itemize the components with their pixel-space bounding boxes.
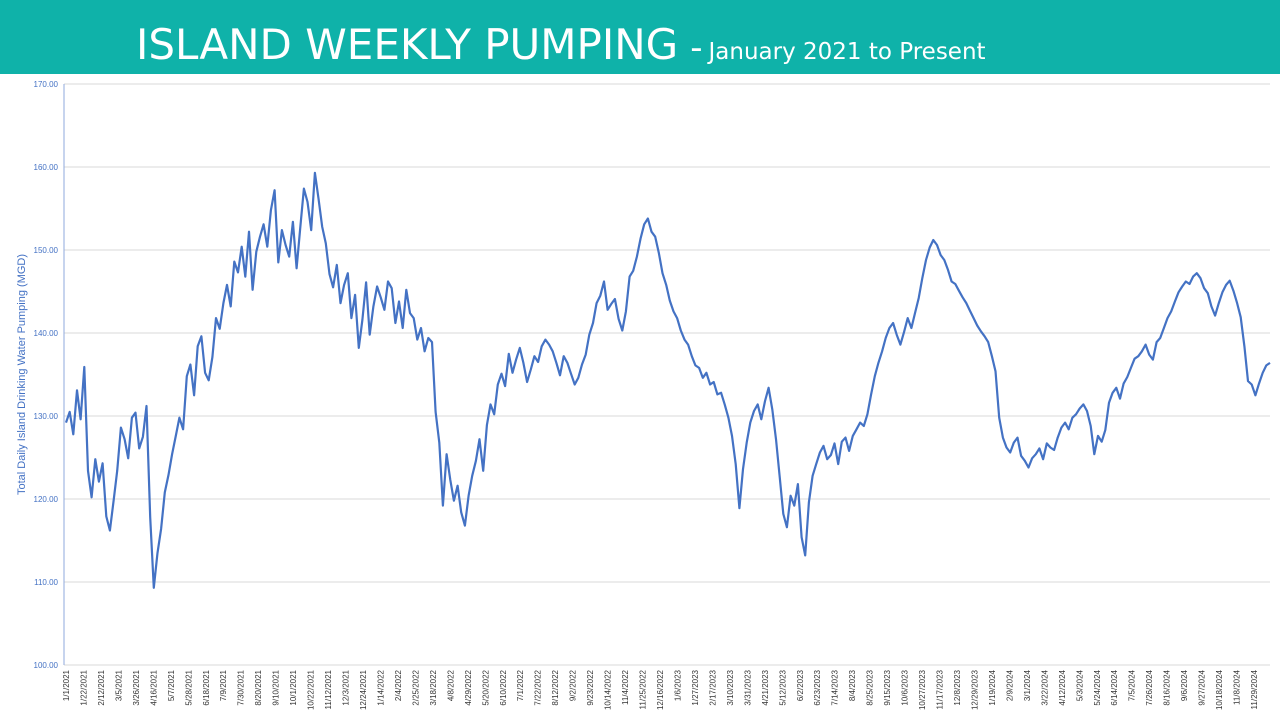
x-tick-label: 12/3/2021 bbox=[342, 669, 351, 705]
x-tick-label: 8/4/2023 bbox=[848, 669, 857, 701]
x-tick-label: 3/31/2023 bbox=[743, 669, 752, 705]
x-tick-label: 5/20/2022 bbox=[481, 669, 490, 705]
x-tick-label: 3/26/2021 bbox=[132, 669, 141, 705]
x-tick-label: 9/2/2022 bbox=[569, 669, 578, 701]
y-tick-labels: 100.00 110.00 120.00 130.00 140.00 150.00 160.… bbox=[34, 80, 59, 670]
x-tick-label: 3/5/2021 bbox=[114, 669, 123, 701]
y-tick-label: 120.00 bbox=[34, 495, 59, 504]
x-tick-label: 5/12/2023 bbox=[778, 669, 787, 705]
x-tick-label: 1/19/2024 bbox=[988, 669, 997, 705]
x-tick-label: 10/14/2022 bbox=[604, 669, 613, 710]
x-tick-label: 12/29/2023 bbox=[970, 669, 979, 710]
x-tick-label: 5/24/2024 bbox=[1093, 669, 1102, 705]
x-tick-label: 5/7/2021 bbox=[167, 669, 176, 701]
x-tick-label: 12/24/2021 bbox=[359, 669, 368, 710]
x-tick-label: 6/14/2024 bbox=[1110, 669, 1119, 705]
y-tick-label: 150.00 bbox=[34, 246, 59, 255]
x-tick-label: 8/12/2022 bbox=[551, 669, 560, 705]
y-tick-label: 160.00 bbox=[34, 163, 59, 172]
x-tick-label: 8/16/2024 bbox=[1163, 669, 1172, 705]
title-banner: ISLAND WEEKLY PUMPING - January 2021 to Pr… bbox=[0, 0, 1280, 74]
x-tick-label: 7/30/2021 bbox=[237, 669, 246, 705]
x-tick-label: 8/25/2023 bbox=[866, 669, 875, 705]
x-tick-label: 2/9/2024 bbox=[1005, 669, 1014, 701]
x-tick-label: 12/8/2023 bbox=[953, 669, 962, 705]
x-tick-label: 1/27/2023 bbox=[691, 669, 700, 705]
x-tick-label: 3/10/2023 bbox=[726, 669, 735, 705]
x-tick-label: 10/27/2023 bbox=[918, 669, 927, 710]
x-tick-label: 5/3/2024 bbox=[1075, 669, 1084, 701]
x-tick-label: 6/18/2021 bbox=[202, 669, 211, 705]
x-tick-label: 8/20/2021 bbox=[254, 669, 263, 705]
x-tick-label: 11/17/2023 bbox=[936, 669, 945, 709]
x-tick-label: 3/18/2022 bbox=[429, 669, 438, 705]
x-tick-label: 10/1/2021 bbox=[289, 669, 298, 705]
page-title: ISLAND WEEKLY PUMPING - January 2021 to Pr… bbox=[136, 20, 986, 74]
line-chart: 100.00 110.00 120.00 130.00 140.00 150.00 160.… bbox=[16, 80, 1271, 710]
x-tick-label: 7/26/2024 bbox=[1145, 669, 1154, 705]
x-tick-label: 7/22/2022 bbox=[534, 669, 543, 705]
x-tick-label: 9/6/2024 bbox=[1180, 669, 1189, 701]
y-tick-label: 130.00 bbox=[34, 412, 59, 421]
x-tick-label: 1/1/2021 bbox=[62, 669, 71, 701]
x-tick-label: 4/8/2022 bbox=[446, 669, 455, 701]
y-tick-label: 100.00 bbox=[34, 661, 59, 670]
x-tick-label: 6/10/2022 bbox=[499, 669, 508, 705]
x-tick-label: 9/27/2024 bbox=[1198, 669, 1207, 705]
x-tick-label: 7/5/2024 bbox=[1128, 669, 1137, 701]
series-line bbox=[64, 171, 1271, 589]
x-tick-label: 9/15/2023 bbox=[883, 669, 892, 705]
y-axis-label: Total Daily Island Drinking Water Pumpin… bbox=[16, 254, 28, 495]
chart-area: 100.00 110.00 120.00 130.00 140.00 150.00 160.… bbox=[0, 74, 1280, 720]
x-tick-label: 2/4/2022 bbox=[394, 669, 403, 701]
x-tick-label: 11/8/2024 bbox=[1233, 669, 1242, 705]
x-tick-label: 11/29/2024 bbox=[1250, 669, 1259, 709]
x-tick-label: 9/23/2022 bbox=[586, 669, 595, 705]
x-tick-label: 7/1/2022 bbox=[516, 669, 525, 701]
x-tick-label: 11/4/2022 bbox=[621, 669, 630, 705]
x-tick-label: 4/21/2023 bbox=[761, 669, 770, 705]
x-tick-label: 4/16/2021 bbox=[149, 669, 158, 705]
title-main: ISLAND WEEKLY PUMPING bbox=[136, 20, 679, 69]
x-tick-label: 11/25/2022 bbox=[639, 669, 648, 709]
x-tick-label: 4/12/2024 bbox=[1058, 669, 1067, 705]
x-tick-label: 7/14/2023 bbox=[831, 669, 840, 705]
x-tick-label: 11/12/2021 bbox=[324, 669, 333, 709]
x-tick-label: 1/6/2023 bbox=[673, 669, 682, 701]
x-tick-label: 1/22/2021 bbox=[79, 669, 88, 705]
x-tick-label: 9/10/2021 bbox=[272, 669, 281, 705]
x-tick-label: 2/12/2021 bbox=[97, 669, 106, 705]
y-tick-label: 170.00 bbox=[34, 80, 59, 89]
x-tick-label: 3/1/2024 bbox=[1023, 669, 1032, 701]
x-tick-label: 3/22/2024 bbox=[1040, 669, 1049, 705]
x-tick-label: 10/6/2023 bbox=[901, 669, 910, 705]
x-tick-label: 10/22/2021 bbox=[307, 669, 316, 710]
y-tick-label: 140.00 bbox=[34, 329, 59, 338]
x-tick-label: 1/14/2022 bbox=[376, 669, 385, 705]
x-tick-label: 6/23/2023 bbox=[813, 669, 822, 705]
x-tick-label: 7/9/2021 bbox=[219, 669, 228, 701]
title-subtitle: January 2021 to Present bbox=[708, 39, 986, 65]
gridlines bbox=[64, 83, 1270, 666]
x-tick-label: 4/29/2022 bbox=[464, 669, 473, 705]
x-tick-label: 2/17/2023 bbox=[708, 669, 717, 705]
x-tick-label: 5/28/2021 bbox=[184, 669, 193, 705]
x-tick-label: 2/25/2022 bbox=[411, 669, 420, 705]
x-tick-label: 6/2/2023 bbox=[796, 669, 805, 701]
y-tick-label: 110.00 bbox=[34, 578, 58, 587]
x-tick-label: 10/18/2024 bbox=[1215, 669, 1224, 710]
x-tick-label: 12/16/2022 bbox=[656, 669, 665, 710]
x-tick-labels: 1/1/2021 1/22/2021 2/12/2021 3/5/2021 3/26/2… bbox=[62, 669, 1259, 710]
title-dash: - bbox=[690, 28, 703, 68]
